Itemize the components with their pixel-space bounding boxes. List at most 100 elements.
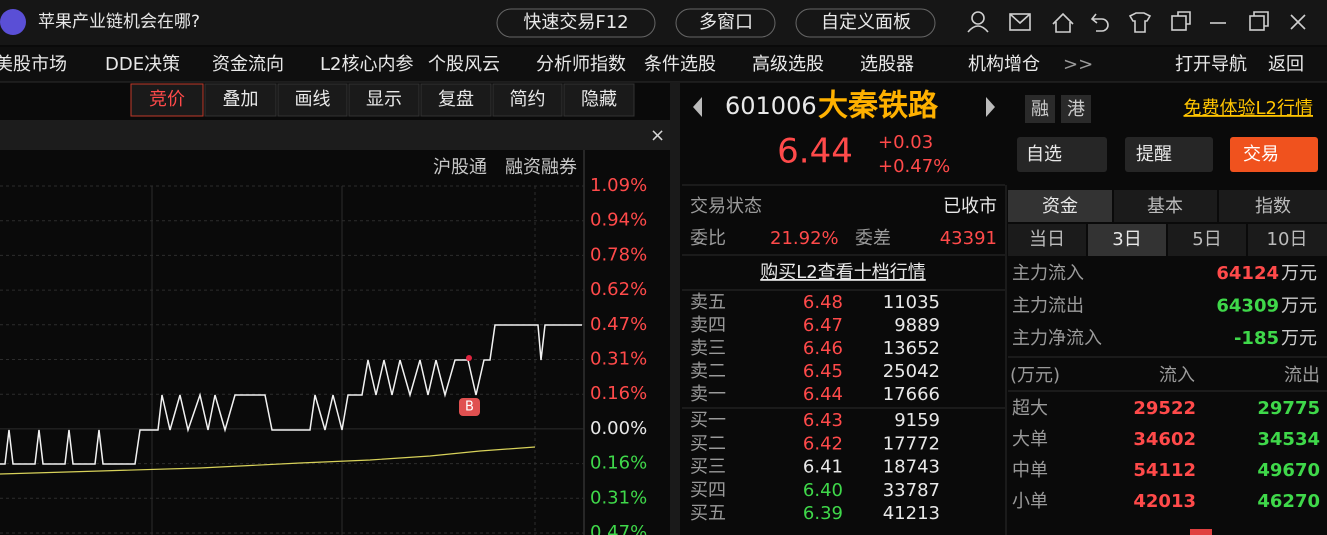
toolbar-label[interactable]: 复盘 xyxy=(438,89,474,110)
toolbar-button[interactable] xyxy=(492,83,563,117)
flow-label: 主力流入 xyxy=(1012,263,1084,284)
book-label: 卖四 xyxy=(690,315,726,336)
menu-item[interactable]: 机构增仓 xyxy=(968,54,1040,75)
toolbar-label[interactable]: 画线 xyxy=(295,89,331,110)
toolbar-label[interactable]: 竞价 xyxy=(149,89,185,110)
book-price: 6.41 xyxy=(803,457,843,478)
period-tab[interactable]: 10日 xyxy=(1267,229,1308,250)
tab-selected[interactable] xyxy=(1088,224,1166,256)
trade-button[interactable]: 交易 xyxy=(1243,144,1279,165)
menu-item[interactable]: DDE决策 xyxy=(105,54,180,75)
tag-hsgt: 沪股通 xyxy=(433,157,487,178)
price-line xyxy=(0,324,582,465)
inflow: 54112 xyxy=(1133,460,1196,481)
tab[interactable] xyxy=(1114,190,1217,222)
row-label: 大单 xyxy=(1012,429,1048,450)
menu-item[interactable]: 高级选股 xyxy=(752,54,824,75)
menu-item[interactable]: 返回 xyxy=(1268,54,1304,75)
toolbar-label[interactable]: 隐藏 xyxy=(581,89,617,110)
next-stock[interactable] xyxy=(986,97,995,117)
window-title: 苹果产业链机会在哪? xyxy=(38,12,200,32)
axis-label: 0.47% xyxy=(590,522,647,535)
tab[interactable] xyxy=(1248,224,1327,256)
tab[interactable] xyxy=(1168,224,1246,256)
prev-stock[interactable] xyxy=(693,97,702,117)
badge-box xyxy=(1061,95,1091,123)
book-volume: 25042 xyxy=(883,361,940,382)
flow-value: 64124 xyxy=(1216,263,1279,284)
book-price: 6.48 xyxy=(803,292,843,313)
menu-item[interactable]: L2核心内参 xyxy=(320,54,413,75)
flow-label: 主力流出 xyxy=(1012,296,1084,317)
toolbar-label[interactable]: 简约 xyxy=(510,89,546,110)
row-label: 超大 xyxy=(1012,398,1048,419)
tab[interactable] xyxy=(1219,190,1327,222)
button-frame[interactable] xyxy=(1125,137,1213,172)
menu-item[interactable]: 分析师指数 xyxy=(536,54,626,75)
book-label: 卖一 xyxy=(690,384,726,405)
book-price: 6.43 xyxy=(803,410,843,431)
toolbar-button[interactable] xyxy=(420,83,492,117)
book-volume: 11035 xyxy=(883,292,940,313)
flow-unit: 万元 xyxy=(1281,296,1317,317)
l2-banner[interactable]: 购买L2查看十档行情 xyxy=(760,262,925,283)
fund-tab[interactable]: 资金 xyxy=(1042,196,1078,217)
book-price: 6.45 xyxy=(803,361,843,382)
period-tab[interactable]: 3日 xyxy=(1112,229,1141,250)
menu-item[interactable]: 选股器 xyxy=(860,54,914,75)
axis-label: 0.16% xyxy=(590,453,647,474)
status-value: 已收市 xyxy=(943,196,997,217)
trade-dot xyxy=(466,355,472,361)
book-volume: 41213 xyxy=(883,503,940,524)
menu-item[interactable]: 条件选股 xyxy=(644,54,716,75)
button-frame[interactable] xyxy=(795,8,936,38)
toolbar-label[interactable]: 叠加 xyxy=(223,89,259,110)
toolbar-label[interactable]: 显示 xyxy=(366,89,402,110)
tab[interactable] xyxy=(1008,224,1086,256)
period-tab[interactable]: 5日 xyxy=(1192,229,1221,250)
menu-item[interactable]: 资金流向 xyxy=(212,54,284,75)
menu-item[interactable]: 美股市场 xyxy=(0,54,67,75)
toolbar-button[interactable] xyxy=(563,83,635,117)
toolbar-button[interactable] xyxy=(204,83,277,117)
menu-item[interactable]: 打开导航 xyxy=(1175,54,1247,75)
period-tab[interactable]: 当日 xyxy=(1029,229,1065,250)
quick-trade-button[interactable]: 快速交易F12 xyxy=(523,12,628,33)
button-frame[interactable] xyxy=(496,8,656,38)
tab-selected[interactable] xyxy=(1008,190,1112,222)
watchlist-button[interactable]: 自选 xyxy=(1026,144,1062,165)
toolbar-button[interactable] xyxy=(130,83,204,117)
multi-window-button[interactable]: 多窗口 xyxy=(699,12,753,33)
buy-marker: B xyxy=(465,400,474,415)
menu-item[interactable]: 个股风云 xyxy=(428,54,500,75)
ratio-value: 21.92% xyxy=(770,228,839,249)
fund-tab[interactable]: 指数 xyxy=(1255,196,1291,217)
badge-box xyxy=(1025,95,1055,123)
menu-more[interactable]: >> xyxy=(1063,54,1093,75)
book-label: 买一 xyxy=(690,410,726,431)
outflow: 29775 xyxy=(1257,398,1320,419)
axis-label: 0.78% xyxy=(590,244,647,265)
flow-value: 64309 xyxy=(1216,296,1279,317)
button-frame[interactable] xyxy=(1230,137,1318,172)
stock-code: 601006 xyxy=(725,92,817,120)
fund-tab[interactable]: 基本 xyxy=(1147,196,1183,217)
custom-panel-button[interactable]: 自定义面板 xyxy=(821,12,911,33)
flow-value: -185 xyxy=(1234,328,1279,349)
chart-grid xyxy=(151,150,585,535)
book-price: 6.40 xyxy=(803,480,843,501)
button-frame[interactable] xyxy=(675,8,776,38)
inflow: 42013 xyxy=(1133,491,1196,512)
toolbar-button[interactable] xyxy=(348,83,420,117)
button-frame[interactable] xyxy=(1017,137,1107,172)
axis-label: 0.62% xyxy=(590,279,647,300)
axis-label: 0.16% xyxy=(590,383,647,404)
outflow: 46270 xyxy=(1257,491,1320,512)
book-label: 买五 xyxy=(690,503,726,524)
toolbar-button[interactable] xyxy=(277,83,348,117)
book-volume: 13652 xyxy=(883,338,940,359)
close-button[interactable]: × xyxy=(650,125,665,146)
alert-button[interactable]: 提醒 xyxy=(1136,144,1172,165)
l2-link[interactable]: 免费体验L2行情 xyxy=(1184,98,1313,119)
